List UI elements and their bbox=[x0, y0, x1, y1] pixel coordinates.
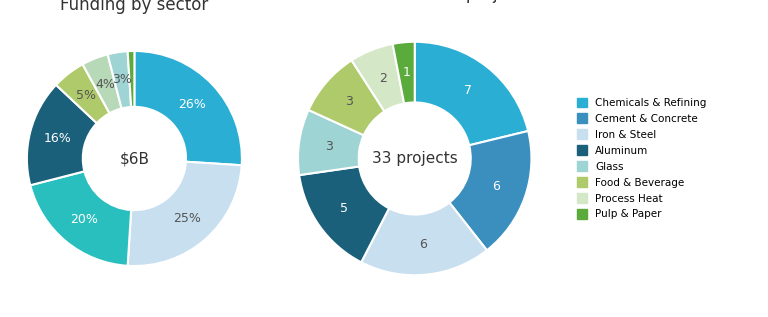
Wedge shape bbox=[83, 54, 121, 113]
Text: 16%: 16% bbox=[44, 132, 71, 145]
Text: 7: 7 bbox=[464, 84, 472, 97]
Wedge shape bbox=[134, 51, 242, 165]
Text: 6: 6 bbox=[492, 180, 500, 193]
Text: 26%: 26% bbox=[178, 98, 207, 111]
Title: Funding by sector: Funding by sector bbox=[60, 0, 209, 14]
Text: 25%: 25% bbox=[173, 212, 201, 225]
Wedge shape bbox=[27, 85, 97, 185]
Wedge shape bbox=[449, 131, 531, 250]
Wedge shape bbox=[108, 51, 131, 108]
Legend: Chemicals & Refining, Cement & Concrete, Iron & Steel, Aluminum, Glass, Food & B: Chemicals & Refining, Cement & Concrete,… bbox=[574, 94, 710, 223]
Wedge shape bbox=[127, 51, 134, 107]
Wedge shape bbox=[392, 42, 415, 103]
Text: 20%: 20% bbox=[70, 213, 98, 226]
Text: 3: 3 bbox=[346, 95, 353, 108]
Wedge shape bbox=[361, 203, 487, 275]
Text: 6: 6 bbox=[419, 238, 427, 251]
Text: 1: 1 bbox=[402, 66, 410, 79]
Wedge shape bbox=[415, 42, 528, 145]
Wedge shape bbox=[30, 171, 131, 266]
Text: $6B: $6B bbox=[119, 151, 150, 166]
Wedge shape bbox=[298, 110, 364, 175]
Wedge shape bbox=[300, 166, 389, 262]
Text: 33 projects: 33 projects bbox=[372, 151, 458, 166]
Wedge shape bbox=[309, 60, 385, 135]
Text: 5%: 5% bbox=[75, 89, 96, 102]
Title: Number of selected projects: Number of selected projects bbox=[297, 0, 532, 3]
Wedge shape bbox=[352, 44, 404, 111]
Wedge shape bbox=[127, 162, 242, 266]
Text: 5: 5 bbox=[340, 202, 349, 215]
Text: 3: 3 bbox=[326, 140, 333, 153]
Text: 3%: 3% bbox=[112, 74, 132, 87]
Text: 4%: 4% bbox=[95, 78, 115, 91]
Text: 2: 2 bbox=[379, 72, 386, 85]
Wedge shape bbox=[56, 64, 110, 123]
